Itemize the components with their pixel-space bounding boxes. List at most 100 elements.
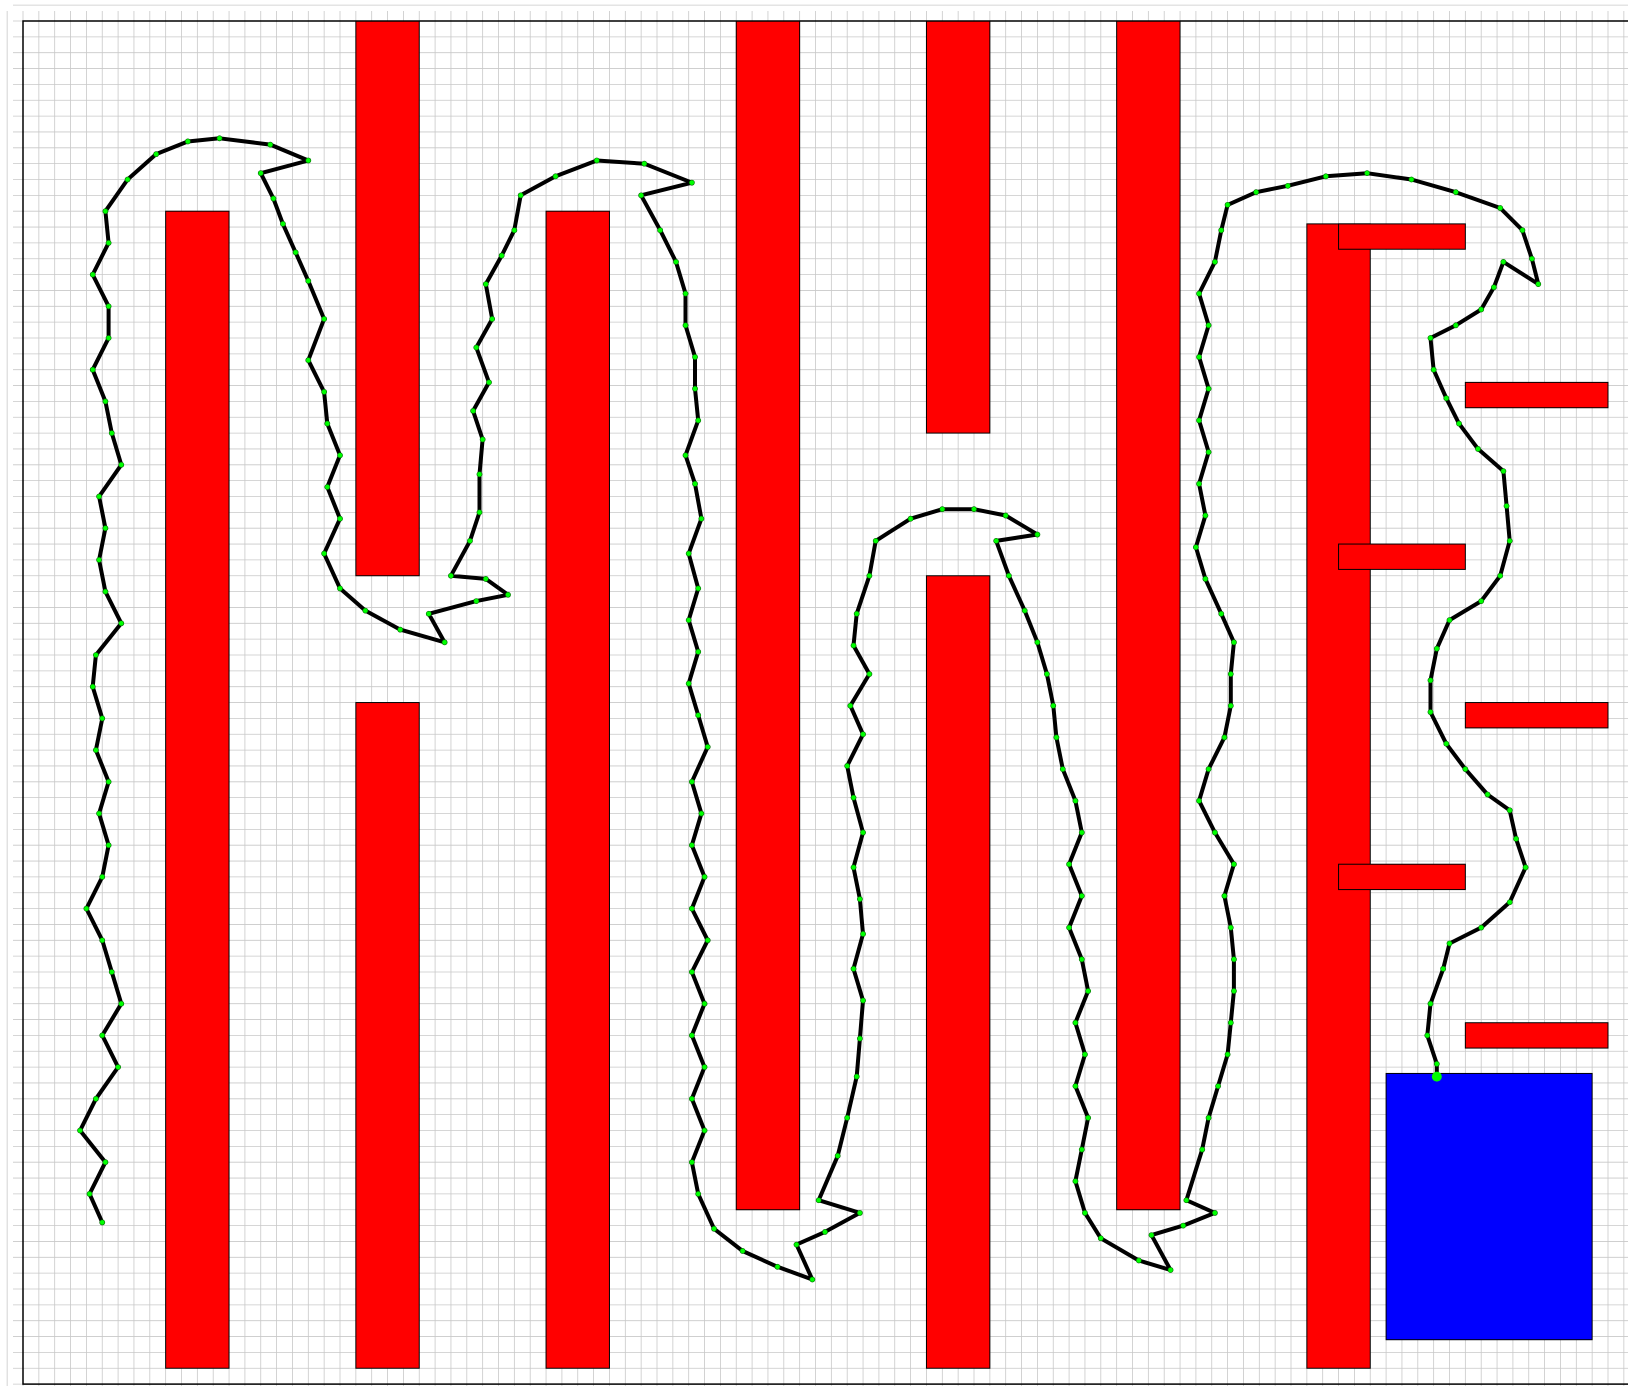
- path-waypoint: [99, 874, 106, 880]
- path-waypoint: [1231, 988, 1237, 994]
- path-waypoint: [102, 1159, 109, 1166]
- obstacle-ledge-5: [1464, 702, 1609, 729]
- path-waypoint: [267, 141, 274, 148]
- path-waypoint: [305, 278, 312, 284]
- path-waypoint: [1196, 354, 1202, 360]
- path-waypoint: [682, 290, 689, 297]
- path-waypoint: [688, 905, 695, 912]
- path-waypoint: [1205, 449, 1212, 456]
- path-waypoint: [1205, 766, 1212, 773]
- path-waypoint: [1224, 1051, 1231, 1058]
- path-waypoint: [1506, 899, 1513, 906]
- path-waypoint: [1196, 480, 1202, 487]
- path-waypoint: [695, 712, 702, 719]
- path-waypoint: [1212, 259, 1218, 265]
- path-waypoint: [470, 408, 477, 414]
- path-waypoint: [1322, 173, 1329, 180]
- path-waypoint: [448, 572, 454, 579]
- path-waypoint: [673, 259, 679, 265]
- path-waypoint: [1196, 417, 1202, 424]
- path-waypoint: [907, 515, 914, 522]
- path-waypoints: [77, 135, 1542, 1283]
- path-waypoint: [1183, 1197, 1190, 1204]
- path-waypoint: [1478, 598, 1485, 605]
- path-waypoint: [872, 537, 879, 544]
- path-waypoint: [1212, 829, 1218, 836]
- path-waypoint: [701, 1000, 708, 1007]
- path-waypoint: [1430, 366, 1437, 373]
- path-waypoint: [77, 1127, 83, 1134]
- path-waypoint: [124, 176, 131, 183]
- path-waypoint: [1002, 512, 1009, 519]
- path-waypoint: [86, 1191, 93, 1197]
- path-waypoint: [1433, 1061, 1440, 1067]
- path-waypoint: [1180, 1222, 1187, 1229]
- path-waypoint: [1529, 255, 1535, 262]
- path-waypoint: [698, 810, 705, 817]
- path-waypoint: [688, 969, 695, 975]
- path-waypoint: [1446, 940, 1453, 947]
- path-waypoint: [739, 1248, 746, 1254]
- obstacle-ledge-4: [1464, 381, 1609, 409]
- obstacle-wall-5: [735, 20, 801, 1211]
- path-waypoint: [1215, 1083, 1221, 1090]
- goal-area: [1385, 1072, 1593, 1341]
- path-waypoint: [1097, 1235, 1104, 1242]
- path-waypoint: [1021, 607, 1028, 614]
- path-waypoint: [102, 398, 109, 405]
- path-waypoint: [1167, 1267, 1174, 1273]
- path-waypoint: [257, 170, 264, 177]
- path-waypoint: [695, 648, 702, 655]
- path-waypoint: [1202, 576, 1209, 582]
- path-waypoint: [688, 1159, 695, 1166]
- path-waypoint: [1066, 924, 1072, 931]
- path-waypoint: [1205, 322, 1212, 329]
- path-waypoint: [99, 715, 106, 722]
- path-waypoint: [1202, 512, 1209, 519]
- path-waypoint: [337, 515, 343, 522]
- path-waypoint: [1072, 797, 1079, 804]
- obstacle-ledge-6: [1464, 1022, 1609, 1049]
- path-waypoint: [1484, 791, 1491, 798]
- path-waypoint: [593, 157, 600, 164]
- path-waypoint: [815, 1197, 822, 1204]
- path-waypoint: [1227, 924, 1234, 931]
- path-waypoint: [1506, 537, 1513, 544]
- path-waypoint: [1082, 1051, 1088, 1058]
- path-waypoint: [688, 842, 695, 849]
- path-waypoint: [1085, 988, 1092, 994]
- path-waypoint: [89, 683, 96, 690]
- path-waypoint: [476, 509, 483, 516]
- path-waypoint: [89, 366, 96, 373]
- path-waypoint: [822, 1229, 828, 1235]
- path-waypoint: [1440, 965, 1447, 972]
- path-waypoint: [1034, 639, 1041, 646]
- path-waypoint: [695, 585, 702, 592]
- path-waypoint: [1066, 861, 1072, 868]
- path-waypoint: [685, 680, 692, 687]
- path-waypoint: [1221, 734, 1228, 741]
- path-waypoint: [1072, 1178, 1079, 1185]
- obstacle-wall-9: [1306, 223, 1371, 1369]
- path-waypoint: [695, 417, 702, 424]
- path-waypoint: [1253, 189, 1260, 196]
- path-waypoint: [866, 671, 873, 677]
- path-waypoint: [105, 303, 112, 310]
- path-waypoint: [638, 192, 645, 199]
- path-waypoint: [552, 173, 559, 180]
- path-waypoint: [701, 1127, 708, 1134]
- path-waypoint: [1478, 924, 1485, 931]
- path-waypoint: [860, 829, 866, 836]
- path-waypoint: [118, 461, 125, 468]
- path-waypoint: [1424, 1032, 1431, 1039]
- path-waypoint: [482, 281, 489, 288]
- path-waypoint: [692, 354, 698, 360]
- path-waypoint: [105, 335, 112, 341]
- path-waypoint: [695, 1191, 702, 1197]
- path-waypoint: [701, 874, 708, 880]
- path-waypoint: [486, 379, 492, 386]
- path-waypoint: [685, 550, 692, 557]
- path-waypoint: [701, 1064, 708, 1070]
- path-waypoint: [99, 937, 106, 944]
